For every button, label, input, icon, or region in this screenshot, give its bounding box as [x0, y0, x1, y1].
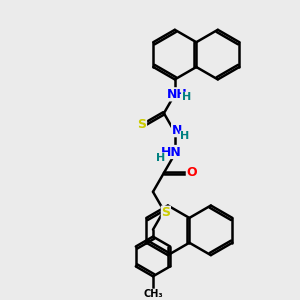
Text: H: H [180, 131, 189, 141]
Text: NH: NH [167, 88, 188, 101]
Text: HN: HN [160, 146, 181, 158]
Text: N: N [172, 124, 182, 137]
Text: H: H [156, 153, 166, 163]
Text: H: H [182, 92, 191, 102]
Text: CH₃: CH₃ [143, 289, 163, 299]
Text: S: S [137, 118, 146, 131]
Text: O: O [186, 167, 197, 179]
Text: S: S [161, 206, 170, 219]
